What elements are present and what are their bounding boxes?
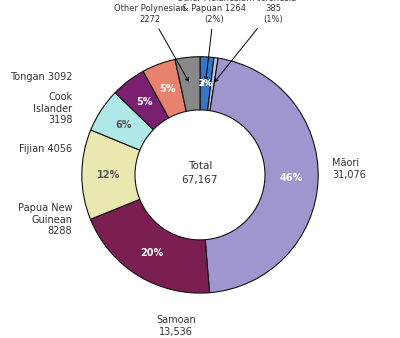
Text: 46%: 46% xyxy=(280,173,303,183)
Text: Tongan 3092: Tongan 3092 xyxy=(10,72,72,82)
Text: Fijian 4056: Fijian 4056 xyxy=(19,144,72,154)
Text: 5%: 5% xyxy=(160,84,176,94)
Text: Samoan
13,536: Samoan 13,536 xyxy=(156,315,196,337)
Text: Micronesia
385
(1%): Micronesia 385 (1%) xyxy=(215,0,296,82)
Text: 20%: 20% xyxy=(140,248,164,258)
Text: Papua New
Guinean
8288: Papua New Guinean 8288 xyxy=(18,203,72,236)
Text: 6%: 6% xyxy=(115,120,132,130)
Wedge shape xyxy=(208,57,218,111)
Text: Other Polynesian
2272: Other Polynesian 2272 xyxy=(114,4,188,81)
Wedge shape xyxy=(143,59,186,118)
Text: 3%: 3% xyxy=(198,79,212,88)
Text: 12%: 12% xyxy=(97,170,120,180)
Wedge shape xyxy=(205,58,318,293)
Wedge shape xyxy=(91,93,153,150)
Text: 2%: 2% xyxy=(198,79,212,88)
Text: Other Melanesian
& Papuan 1264
(2%): Other Melanesian & Papuan 1264 (2%) xyxy=(177,0,252,80)
Wedge shape xyxy=(90,199,210,293)
Wedge shape xyxy=(115,71,169,130)
Text: Cook
Islander
3198: Cook Islander 3198 xyxy=(33,92,72,125)
Wedge shape xyxy=(200,57,214,111)
Wedge shape xyxy=(175,57,200,112)
Text: Total
67,167: Total 67,167 xyxy=(182,161,218,185)
Text: 5%: 5% xyxy=(136,97,153,107)
Wedge shape xyxy=(82,130,140,219)
Text: Māori
31,076: Māori 31,076 xyxy=(332,158,366,180)
